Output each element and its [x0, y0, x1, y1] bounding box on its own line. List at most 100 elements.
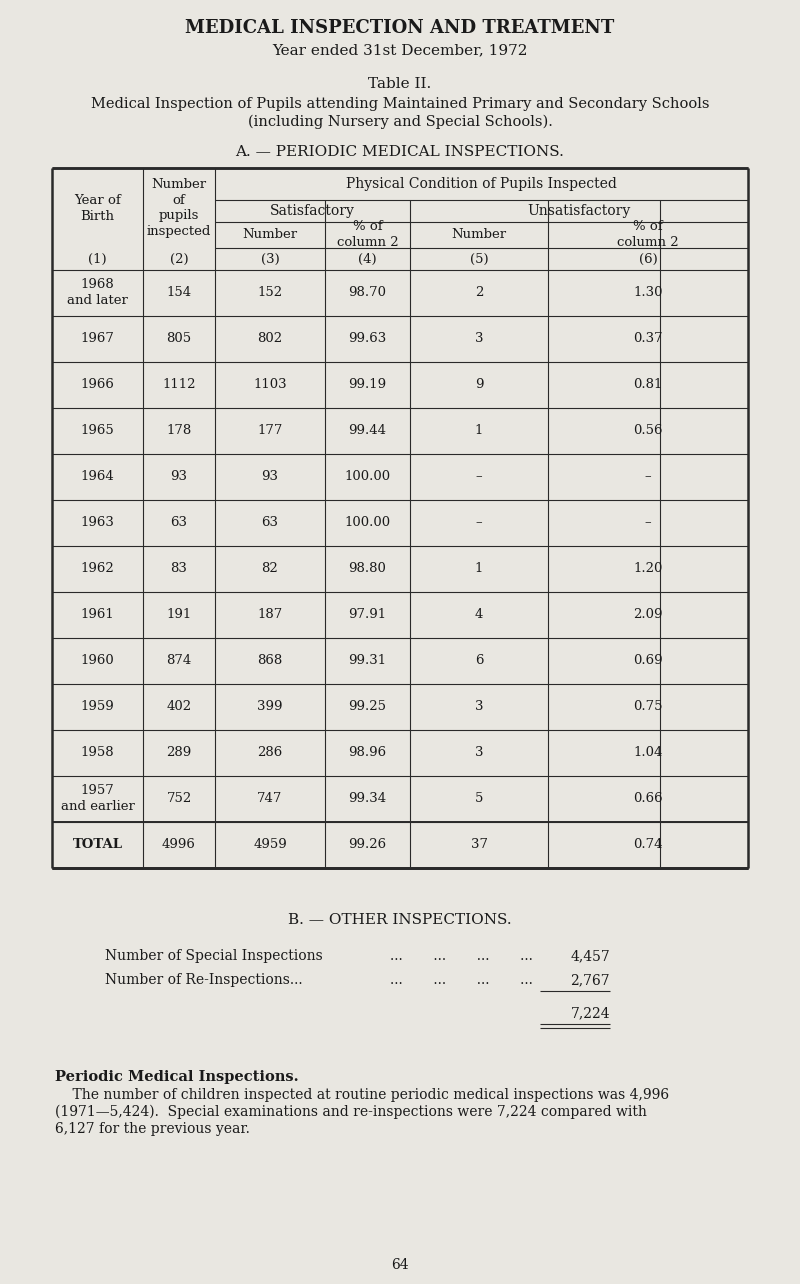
Text: 1968
and later: 1968 and later [67, 279, 128, 307]
Text: 187: 187 [258, 609, 282, 621]
Text: 178: 178 [166, 425, 192, 438]
Text: 1958: 1958 [81, 746, 114, 760]
Text: 63: 63 [262, 516, 278, 529]
Text: 4: 4 [475, 609, 483, 621]
Text: (6): (6) [638, 253, 658, 266]
Text: Number: Number [451, 229, 506, 241]
Text: 1965: 1965 [81, 425, 114, 438]
Text: 1: 1 [475, 425, 483, 438]
Text: 3: 3 [474, 701, 483, 714]
Text: 99.25: 99.25 [349, 701, 386, 714]
Text: 1966: 1966 [81, 379, 114, 392]
Text: (4): (4) [358, 253, 377, 266]
Text: 0.81: 0.81 [634, 379, 662, 392]
Text: MEDICAL INSPECTION AND TREATMENT: MEDICAL INSPECTION AND TREATMENT [186, 19, 614, 37]
Text: (3): (3) [261, 253, 279, 266]
Text: 1.20: 1.20 [634, 562, 662, 575]
Text: 2: 2 [475, 286, 483, 299]
Text: 0.75: 0.75 [634, 701, 662, 714]
Text: –: – [645, 516, 651, 529]
Text: % of
column 2: % of column 2 [337, 221, 398, 249]
Text: 99.44: 99.44 [349, 425, 386, 438]
Text: Medical Inspection of Pupils attending Maintained Primary and Secondary Schools: Medical Inspection of Pupils attending M… [90, 98, 710, 110]
Text: 4959: 4959 [253, 838, 287, 851]
Text: Year ended 31st December, 1972: Year ended 31st December, 1972 [272, 42, 528, 56]
Text: 82: 82 [262, 562, 278, 575]
Text: 0.66: 0.66 [633, 792, 663, 805]
Text: 3: 3 [474, 333, 483, 345]
Text: 1961: 1961 [81, 609, 114, 621]
Text: Number of Special Inspections: Number of Special Inspections [105, 949, 322, 963]
Text: 868: 868 [258, 655, 282, 668]
Text: 0.37: 0.37 [633, 333, 663, 345]
Text: 99.31: 99.31 [349, 655, 386, 668]
Text: –: – [476, 470, 482, 484]
Text: A. — PERIODIC MEDICAL INSPECTIONS.: A. — PERIODIC MEDICAL INSPECTIONS. [235, 145, 565, 159]
Text: 3: 3 [474, 746, 483, 760]
Text: 874: 874 [166, 655, 192, 668]
Text: (5): (5) [470, 253, 488, 266]
Text: 191: 191 [166, 609, 192, 621]
Text: ...       ...       ...       ...: ... ... ... ... [390, 973, 533, 987]
Text: The number of children inspected at routine periodic medical inspections was 4,9: The number of children inspected at rout… [55, 1088, 669, 1102]
Text: 752: 752 [166, 792, 192, 805]
Text: 99.63: 99.63 [348, 333, 386, 345]
Text: 154: 154 [166, 286, 191, 299]
Text: 6: 6 [474, 655, 483, 668]
Text: 805: 805 [166, 333, 191, 345]
Text: 1957
and earlier: 1957 and earlier [61, 785, 134, 814]
Text: Physical Condition of Pupils Inspected: Physical Condition of Pupils Inspected [346, 177, 617, 191]
Text: 802: 802 [258, 333, 282, 345]
Text: (including Nursery and Special Schools).: (including Nursery and Special Schools). [247, 114, 553, 130]
Text: 98.96: 98.96 [349, 746, 386, 760]
Text: 93: 93 [262, 470, 278, 484]
Text: 747: 747 [258, 792, 282, 805]
Text: 4,457: 4,457 [570, 949, 610, 963]
Text: 0.74: 0.74 [634, 838, 662, 851]
Text: 99.26: 99.26 [349, 838, 386, 851]
Text: 1103: 1103 [253, 379, 287, 392]
Text: 1959: 1959 [81, 701, 114, 714]
Text: 63: 63 [170, 516, 187, 529]
Text: 7,224: 7,224 [570, 1005, 610, 1019]
Text: Number
of
pupils
inspected: Number of pupils inspected [147, 177, 211, 239]
Text: Number: Number [242, 229, 298, 241]
Text: 1967: 1967 [81, 333, 114, 345]
Text: 1964: 1964 [81, 470, 114, 484]
Text: (1971—5,424).  Special examinations and re-inspections were 7,224 compared with: (1971—5,424). Special examinations and r… [55, 1106, 647, 1120]
Text: 100.00: 100.00 [345, 516, 390, 529]
Text: 402: 402 [166, 701, 191, 714]
Text: 286: 286 [258, 746, 282, 760]
Text: 177: 177 [258, 425, 282, 438]
Text: 289: 289 [166, 746, 192, 760]
Text: 99.19: 99.19 [349, 379, 386, 392]
Text: 99.34: 99.34 [349, 792, 386, 805]
Text: 1962: 1962 [81, 562, 114, 575]
Text: 9: 9 [474, 379, 483, 392]
Text: 98.80: 98.80 [349, 562, 386, 575]
Text: 2.09: 2.09 [634, 609, 662, 621]
Text: ...       ...       ...       ...: ... ... ... ... [390, 949, 533, 963]
Text: Table II.: Table II. [368, 77, 432, 91]
Text: 64: 64 [391, 1258, 409, 1272]
Text: (1): (1) [88, 253, 107, 266]
Text: 6,127 for the previous year.: 6,127 for the previous year. [55, 1122, 250, 1136]
Text: Periodic Medical Inspections.: Periodic Medical Inspections. [55, 1070, 298, 1084]
Text: 1.30: 1.30 [634, 286, 662, 299]
Text: 5: 5 [475, 792, 483, 805]
Text: 152: 152 [258, 286, 282, 299]
Text: 93: 93 [170, 470, 187, 484]
Text: 97.91: 97.91 [349, 609, 386, 621]
Text: 1963: 1963 [81, 516, 114, 529]
Text: 100.00: 100.00 [345, 470, 390, 484]
Text: 4996: 4996 [162, 838, 196, 851]
Text: 1.04: 1.04 [634, 746, 662, 760]
Text: 0.56: 0.56 [634, 425, 662, 438]
Text: 0.69: 0.69 [633, 655, 663, 668]
Text: 2,767: 2,767 [570, 973, 610, 987]
Text: B. — OTHER INSPECTIONS.: B. — OTHER INSPECTIONS. [288, 913, 512, 927]
Text: Number of Re-Inspections...: Number of Re-Inspections... [105, 973, 302, 987]
Text: 1960: 1960 [81, 655, 114, 668]
Text: –: – [476, 516, 482, 529]
Text: –: – [645, 470, 651, 484]
